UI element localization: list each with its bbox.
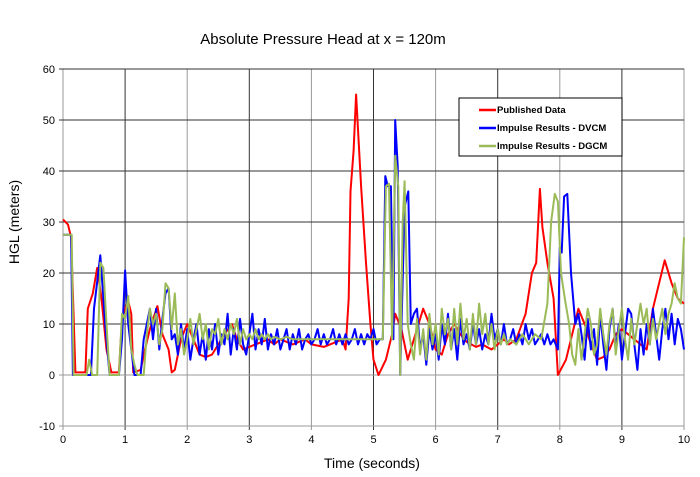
y-tick-label: -10 [39, 421, 55, 433]
y-tick-label: 20 [43, 268, 55, 280]
x-tick-label: 1 [122, 434, 128, 446]
y-axis-label: HGL (meters) [6, 180, 22, 264]
x-tick-label: 3 [246, 434, 252, 446]
series-lines [62, 93, 685, 376]
x-tick-label: 9 [619, 434, 625, 446]
series-line-dvcm [63, 119, 685, 376]
legend-label-dvcm: Impulse Results - DVCM [497, 123, 606, 134]
chart-title: Absolute Pressure Head at x = 120m [200, 31, 446, 48]
x-tick-label: 0 [60, 434, 66, 446]
x-tick-label: 6 [433, 434, 439, 446]
legend-label-dgcm: Impulse Results - DGCM [497, 141, 607, 152]
y-tick-label: 0 [49, 370, 55, 382]
x-axis-label: Time (seconds) [324, 455, 420, 471]
x-tick-label: 5 [370, 434, 376, 446]
y-tick-label: 50 [43, 115, 55, 127]
y-tick-label: 40 [43, 166, 55, 178]
x-tick-labels: 0 1 2 3 4 5 6 7 8 9 10 [60, 434, 690, 446]
y-tick-labels: -10 0 10 20 30 40 50 60 [39, 64, 55, 433]
x-tick-label: 4 [308, 434, 314, 446]
x-tick-label: 10 [678, 434, 690, 446]
x-tick-label: 2 [184, 434, 190, 446]
legend-label-published: Published Data [497, 105, 566, 116]
x-tick-label: 8 [557, 434, 563, 446]
legend: Published Data Impulse Results - DVCM Im… [458, 97, 623, 157]
y-tick-label: 60 [43, 64, 55, 76]
series-line-dgcm [63, 154, 685, 376]
x-tick-label: 7 [495, 434, 501, 446]
y-tick-label: 10 [43, 319, 55, 331]
y-tick-label: 30 [43, 217, 55, 229]
